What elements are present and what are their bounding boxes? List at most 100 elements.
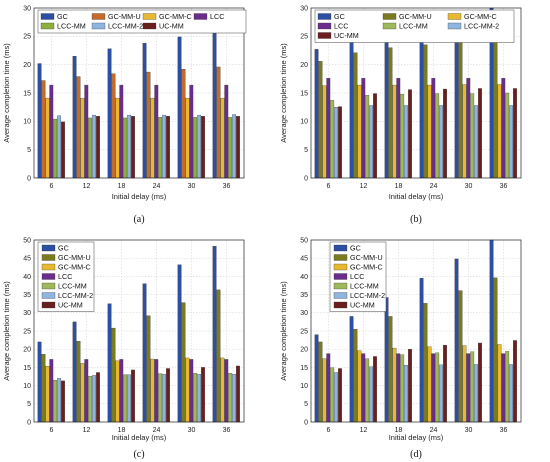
- bar-uc-mm-30: [478, 88, 482, 179]
- bar-gc-36: [489, 239, 494, 423]
- panel-caption: (d): [410, 449, 422, 460]
- bar-lcc-mm-2-18: [404, 365, 409, 423]
- bar-lcc-18: [119, 84, 124, 179]
- bar-gc-mm-u-12: [353, 329, 358, 423]
- legend-swatch: [41, 244, 56, 252]
- bar-lcc-mm-12: [88, 117, 93, 179]
- bar-gc-18: [384, 297, 389, 423]
- bar-gc-36: [212, 29, 217, 179]
- legend-swatch: [193, 13, 208, 20]
- bar-uc-mm-12: [96, 116, 100, 179]
- legend-swatch: [40, 22, 55, 30]
- bar-gc-mm-u-6: [318, 61, 323, 179]
- bar-lcc-mm-2-24: [162, 114, 167, 179]
- plot-frame: [310, 239, 522, 423]
- plot-frame: [33, 239, 245, 423]
- bar-gc-mm-c-36: [220, 97, 225, 179]
- bar-lcc-mm-30: [193, 117, 198, 179]
- bar-gc-mm-u-6: [41, 354, 46, 423]
- legend-label: LCC: [334, 22, 348, 31]
- y-tick-label: 20: [23, 62, 31, 69]
- bar-gc-mm-c-6: [322, 358, 327, 423]
- bar-lcc-mm-24: [158, 117, 163, 179]
- bar-uc-mm-18: [131, 369, 135, 423]
- bar-gc-mm-c-30: [185, 97, 190, 179]
- x-tick-label: 12: [360, 427, 368, 434]
- bar-gc-mm-c-18: [115, 360, 120, 423]
- bar-uc-mm-30: [478, 342, 482, 423]
- legend-swatch: [447, 13, 462, 20]
- bar-uc-mm-6: [61, 121, 65, 179]
- bar-lcc-mm-2-6: [334, 107, 339, 179]
- x-tick-label: 24: [430, 183, 438, 190]
- y-tick-label: 50: [23, 237, 31, 244]
- bar-uc-mm-6: [338, 106, 342, 179]
- bar-gc-12: [349, 36, 354, 179]
- x-tick-label: 18: [118, 183, 126, 190]
- bar-lcc-36: [224, 84, 229, 179]
- bar-gc-mm-u-24: [146, 315, 151, 423]
- bar-gc-mm-c-6: [45, 366, 50, 423]
- legend-label: GC-MM-U: [350, 253, 383, 262]
- panel-caption: (b): [410, 214, 422, 225]
- bar-gc-mm-c-24: [150, 97, 155, 179]
- bar-gc-mm-c-30: [185, 357, 190, 423]
- legend-label: UC-MM: [159, 22, 184, 31]
- y-tick-label: 10: [23, 119, 31, 126]
- x-tick-label: 36: [500, 427, 508, 434]
- legend-swatch: [333, 263, 348, 271]
- legend-swatch: [91, 13, 106, 20]
- bar-gc-mm-c-12: [357, 84, 362, 179]
- legend-swatch: [91, 22, 106, 30]
- bar-gc-30: [454, 258, 459, 423]
- bar-gc-12: [72, 56, 77, 179]
- legend-label: GC-MM-C: [58, 263, 91, 272]
- bar-lcc-mm-2-30: [474, 364, 479, 423]
- y-tick-label: 30: [23, 310, 31, 317]
- bar-lcc-mm-24: [158, 373, 163, 423]
- bar-gc-mm-c-24: [427, 84, 432, 179]
- bar-gc-6: [37, 63, 42, 179]
- legend-label: LCC-MM-2: [108, 22, 143, 31]
- bar-lcc-24: [431, 353, 436, 423]
- bar-gc-mm-u-6: [318, 341, 323, 423]
- bar-lcc-30: [466, 353, 471, 423]
- bar-gc-12: [72, 321, 77, 423]
- y-tick-label: 25: [300, 34, 308, 41]
- x-tick-label: 6: [50, 427, 54, 434]
- bar-lcc-30: [189, 359, 194, 423]
- x-tick-label: 30: [188, 427, 196, 434]
- bar-lcc-mm-36: [228, 373, 233, 423]
- y-tick-label: 30: [300, 310, 308, 317]
- y-tick-label: 5: [304, 401, 308, 408]
- bar-lcc-mm-6: [330, 367, 335, 423]
- bar-lcc-mm-2-6: [57, 378, 61, 423]
- y-tick-label: 50: [300, 237, 308, 244]
- legend-label: LCC-MM-2: [58, 291, 93, 300]
- legend-label: LCC-MM: [350, 282, 379, 291]
- y-tick-label: 25: [23, 34, 31, 41]
- legend-swatch: [333, 301, 348, 309]
- bar-lcc-mm-12: [365, 95, 370, 179]
- bar-uc-mm-18: [408, 349, 412, 423]
- bar-gc-mm-u-24: [423, 44, 428, 179]
- y-tick-label: 45: [300, 256, 308, 263]
- x-tick-label: 6: [327, 183, 331, 190]
- bar-gc-mm-c-30: [462, 345, 467, 423]
- y-tick-label: 25: [23, 328, 31, 335]
- y-tick-label: 15: [300, 90, 308, 97]
- bar-uc-mm-6: [61, 380, 65, 423]
- bar-lcc-mm-18: [123, 374, 128, 423]
- bar-gc-18: [384, 27, 389, 179]
- x-axis-label: Initial delay (ms): [389, 192, 444, 201]
- bar-lcc-mm-6: [53, 118, 58, 179]
- bar-gc-mm-c-36: [497, 84, 502, 179]
- bar-gc-mm-u-24: [146, 71, 151, 179]
- bar-gc-mm-u-12: [76, 341, 81, 423]
- bar-gc-mm-c-36: [220, 357, 225, 423]
- bar-gc-mm-u-30: [458, 42, 463, 179]
- bar-gc-mm-u-36: [216, 66, 221, 179]
- legend-label: LCC-MM-2: [350, 291, 385, 300]
